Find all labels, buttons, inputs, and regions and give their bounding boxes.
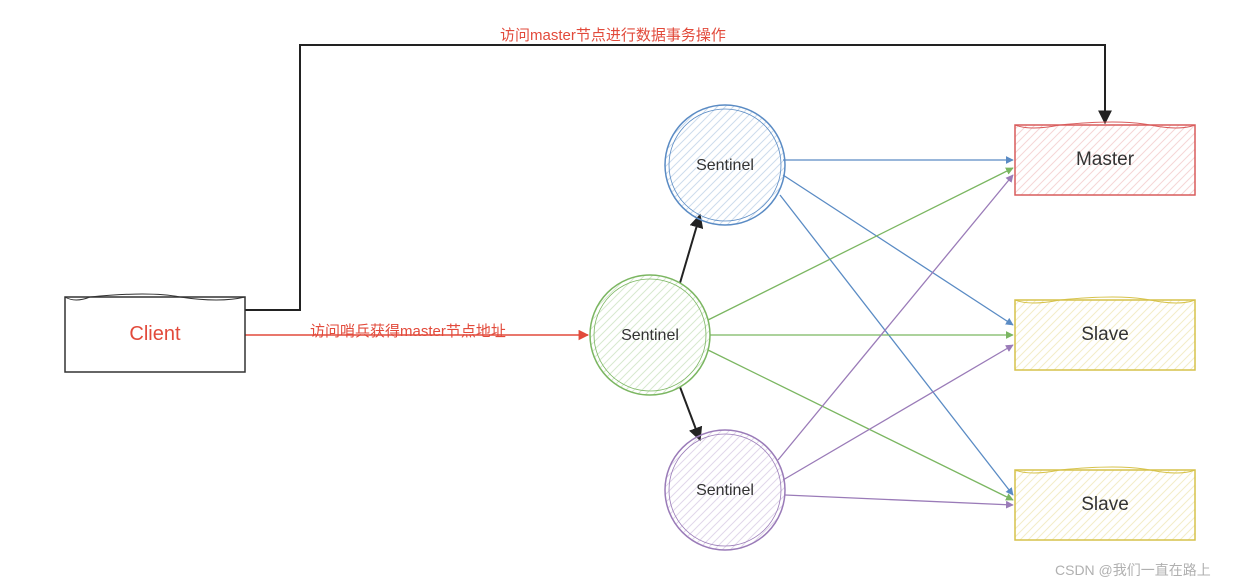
node-sentinel-top-label: Sentinel [696, 157, 754, 174]
edge-top-slave1 [783, 175, 1013, 325]
edge-label-mid: 访问哨兵获得master节点地址 [310, 320, 506, 341]
edge-bot-master [778, 175, 1013, 460]
node-master-label: Master [1076, 149, 1135, 170]
node-slave1-label: Slave [1081, 324, 1129, 345]
edge-bot-slave2 [785, 495, 1013, 505]
node-sentinel-mid-label: Sentinel [621, 327, 679, 344]
node-sentinel-bot-label: Sentinel [696, 482, 754, 499]
edge-mid-bot [680, 387, 700, 440]
edge-mid-top [680, 215, 700, 283]
edge-group [245, 45, 1105, 505]
edge-top-slave2 [780, 195, 1013, 495]
node-slave2-label: Slave [1081, 494, 1129, 515]
node-client-label: Client [129, 323, 181, 345]
diagram-canvas: Client Master Slave Slave Sentinel Senti… [0, 0, 1234, 584]
edge-label-top: 访问master节点进行数据事务操作 [500, 24, 726, 45]
watermark-text: CSDN @我们一直在路上 [1055, 560, 1211, 580]
